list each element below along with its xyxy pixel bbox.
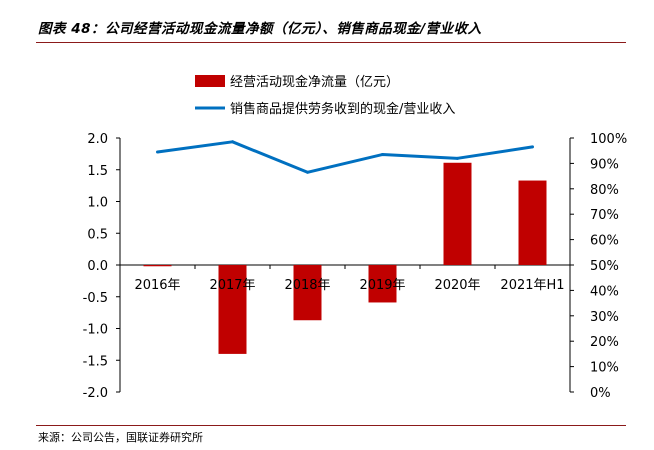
left-axis-tick-label: 2.0 bbox=[87, 132, 108, 147]
right-axis-tick-label: 90% bbox=[590, 157, 619, 172]
line-series bbox=[156, 140, 534, 174]
bar-2018年 bbox=[293, 265, 322, 321]
bar-2019年 bbox=[368, 265, 397, 303]
left-axis-tick-label: 1.5 bbox=[87, 164, 108, 179]
line-point-2018年 bbox=[306, 170, 309, 174]
source-note: 来源：公司公告，国联证券研究所 bbox=[38, 431, 203, 444]
right-axis-tick-label: 100% bbox=[590, 132, 627, 147]
left-axis-tick-label: -0.5 bbox=[83, 291, 108, 306]
left-axis-tick-label: -2.0 bbox=[83, 386, 108, 401]
bar-2017年 bbox=[218, 265, 247, 354]
right-axis-tick-label: 70% bbox=[590, 208, 619, 223]
bar-2021年H1 bbox=[518, 180, 547, 265]
line-point-2020年 bbox=[456, 156, 459, 160]
legend-swatch-bar bbox=[195, 75, 225, 87]
right-axis-tick-label: 30% bbox=[590, 310, 619, 325]
category-label: 2017年 bbox=[209, 278, 255, 293]
category-labels: 2016年 2017年 2018年 2019年 2020年 2021年H1 bbox=[134, 278, 564, 293]
line-point-2019年 bbox=[381, 153, 384, 157]
category-label: 2020年 bbox=[434, 278, 480, 293]
line-point-2017年 bbox=[231, 140, 234, 144]
bar-series bbox=[143, 162, 547, 354]
cash-to-revenue-line bbox=[157, 140, 533, 174]
axes: 2.0 1.5 1.0 0.5 0.0 -0.5 -1.0 -1.5 -2.0 100% 90% 80… bbox=[83, 132, 628, 401]
left-axis-tick-label: 0.0 bbox=[87, 259, 108, 274]
left-axis-tick-label: 1.0 bbox=[87, 196, 108, 211]
right-axis-tick-label: 80% bbox=[590, 183, 619, 198]
footer-divider bbox=[36, 425, 626, 426]
right-axis-tick-label: 20% bbox=[590, 335, 619, 350]
right-axis-tick-label: 60% bbox=[590, 234, 619, 249]
right-axis-tick-label: 10% bbox=[590, 361, 619, 376]
legend-label-bar: 经营活动现金净流量（亿元） bbox=[230, 74, 399, 90]
left-axis-tick-label: -1.5 bbox=[83, 354, 108, 369]
right-axis-tick-label: 40% bbox=[590, 284, 619, 299]
line-point-2016年 bbox=[156, 150, 159, 154]
category-label: 2021年H1 bbox=[500, 278, 564, 293]
left-axis-tick-label: 0.5 bbox=[87, 227, 108, 242]
bar-2016年 bbox=[143, 265, 172, 267]
legend-label-line: 销售商品提供劳务收到的现金/营业收入 bbox=[230, 101, 455, 117]
title-divider bbox=[36, 42, 626, 43]
right-axis-tick-label: 50% bbox=[590, 259, 619, 274]
right-axis-tick-label: 0% bbox=[590, 386, 611, 401]
category-label: 2016年 bbox=[134, 278, 180, 293]
bar-2020年 bbox=[443, 162, 472, 265]
chart-title: 图表 48：公司经营活动现金流量净额（亿元）、销售商品现金/营业收入 bbox=[38, 21, 482, 37]
category-label: 2018年 bbox=[284, 278, 330, 293]
legend: 经营活动现金净流量（亿元） 销售商品提供劳务收到的现金/营业收入 bbox=[195, 74, 455, 117]
line-point-2021年H1 bbox=[531, 145, 534, 149]
category-label: 2019年 bbox=[359, 278, 405, 293]
left-axis-tick-label: -1.0 bbox=[83, 323, 108, 338]
